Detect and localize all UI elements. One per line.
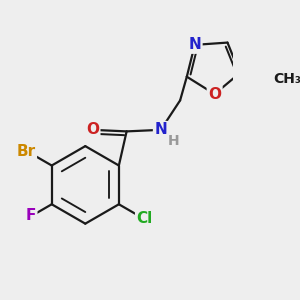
Text: Cl: Cl — [136, 211, 153, 226]
Text: O: O — [86, 122, 99, 137]
Text: CH₃: CH₃ — [273, 72, 300, 86]
Text: H: H — [168, 134, 180, 148]
Text: Br: Br — [16, 144, 36, 159]
Text: O: O — [208, 87, 221, 102]
Text: N: N — [154, 122, 167, 137]
Text: N: N — [188, 38, 201, 52]
Text: F: F — [26, 208, 36, 224]
